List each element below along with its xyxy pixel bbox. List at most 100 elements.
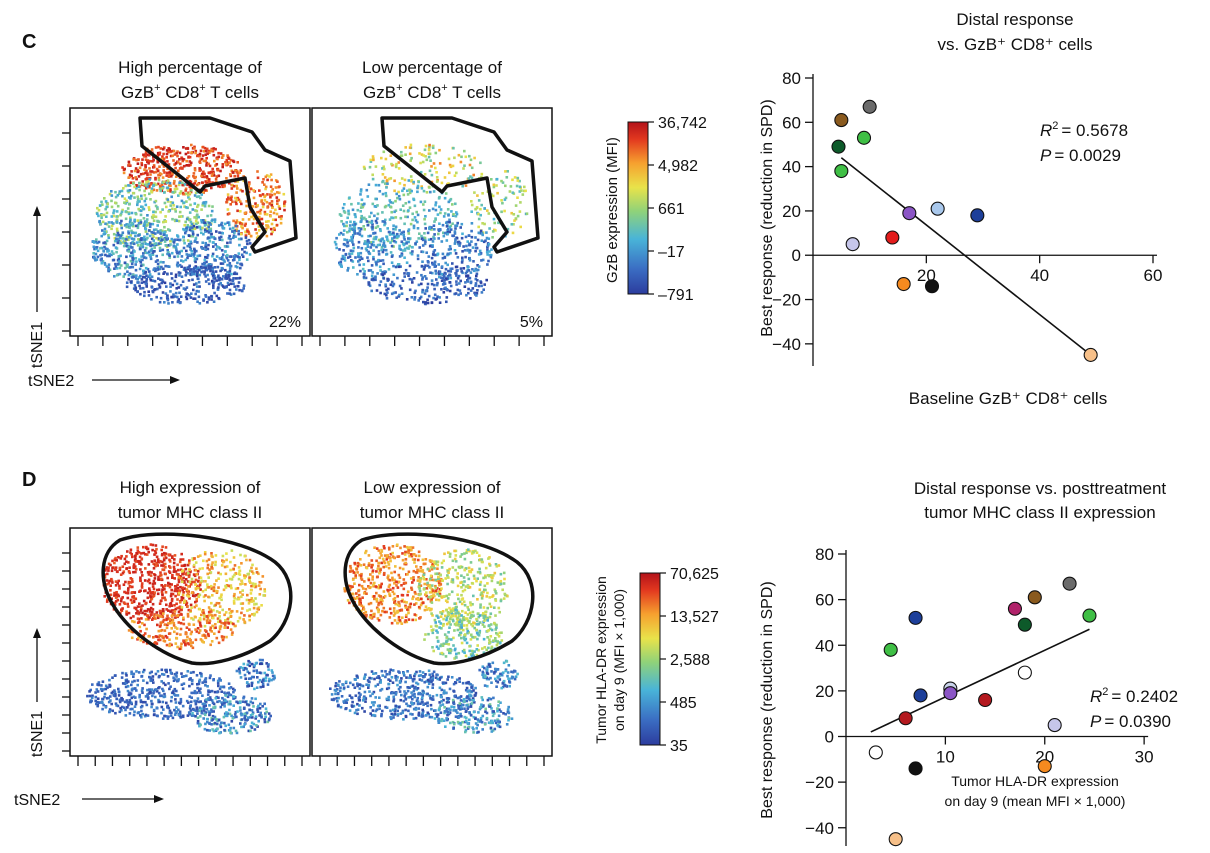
tsne-cell [93, 241, 96, 244]
tsne-cell [144, 158, 148, 161]
tsne-cell [218, 699, 221, 703]
tsne-cell [111, 709, 114, 713]
tsne-cell [125, 223, 128, 226]
tsne-cell [125, 567, 129, 570]
tsne-cell [172, 159, 175, 162]
tsne-cell [220, 564, 224, 567]
tsne-cell [140, 617, 143, 620]
tsne-c-low-title-line1: Low percentage of [362, 58, 502, 77]
tsne-cell [171, 555, 174, 558]
tsne-cell [203, 270, 206, 274]
tsne-cell [212, 589, 216, 593]
tsne-cell [118, 236, 122, 240]
tsne-cell [186, 176, 189, 180]
tsne-cell [197, 268, 201, 272]
tsne-c-high-cells [91, 143, 287, 305]
tsne-cell [392, 231, 395, 235]
tsne-cell [97, 214, 100, 218]
tsne-cell [183, 183, 187, 186]
tsne-cell [237, 667, 241, 671]
tsne-cell [390, 216, 393, 219]
tsne-cell [188, 211, 192, 214]
tsne-cell [156, 207, 159, 211]
tsne-cell [160, 634, 164, 638]
tsne-cell [443, 278, 446, 282]
tsne-cell [131, 260, 135, 263]
tsne-cell [205, 161, 209, 165]
tsne-cell [161, 181, 164, 184]
tsne-cell [176, 295, 179, 299]
tsne-cell [282, 192, 286, 196]
tsne-cell [343, 256, 346, 259]
tsne-cell [477, 253, 481, 256]
tsne-cell [346, 244, 350, 247]
tsne-cell [443, 176, 447, 179]
tsne-cell [378, 243, 382, 247]
tsne-cell [264, 712, 267, 715]
tsne-cell [347, 212, 350, 215]
tsne-cell [114, 702, 118, 705]
tsne-cell [232, 234, 236, 237]
tsne-cell [444, 267, 448, 271]
tsne-cell [188, 623, 191, 626]
tsne-cell [186, 206, 189, 210]
tsne-cell [139, 221, 143, 224]
tsne-cell [351, 240, 354, 244]
tsne-cell [373, 236, 376, 239]
colorbar-tick-label: –17 [658, 244, 685, 261]
tsne-cell [178, 210, 182, 214]
tsne-cell [104, 207, 107, 211]
tsne-cell [283, 202, 286, 206]
tsne-cell [419, 200, 423, 204]
tsne-cell [420, 187, 424, 190]
tsne-cell [412, 224, 416, 228]
tsne-cell [135, 612, 138, 615]
tsne-cell [224, 250, 227, 253]
tsne-cell [341, 206, 345, 210]
tsne-cell [444, 261, 447, 265]
tsne-cell [158, 286, 162, 289]
tsne-cell [124, 184, 127, 188]
tsne-cell [251, 613, 254, 616]
tsne-cell [204, 594, 207, 597]
tsne-cell [110, 194, 114, 197]
tsne-cell [238, 243, 241, 247]
tsne-cell [418, 152, 421, 155]
tsne-cell [217, 586, 220, 589]
tsne-cell [157, 675, 161, 679]
tsne-cell [351, 260, 355, 263]
tsne-cell [392, 614, 396, 617]
tsne-cell [139, 264, 143, 267]
tsne-cell [403, 222, 406, 226]
tsne-cell [134, 212, 138, 216]
tsne-cell [276, 191, 279, 194]
tsne-cell [178, 158, 181, 161]
tsne-cell [136, 195, 139, 199]
tsne-cell [474, 236, 477, 239]
tsne-cell [154, 183, 158, 186]
tsne-cell [145, 220, 148, 224]
tsne-cell [218, 611, 221, 614]
tsne-cell [131, 254, 135, 257]
tsne-cell [148, 167, 151, 170]
tsne-cell [109, 584, 112, 587]
tsne-cell [392, 233, 396, 236]
tsne-cell [122, 171, 126, 175]
tsne-cell [149, 543, 153, 546]
tsne-cell [157, 272, 161, 276]
tsne-cell [116, 704, 120, 708]
tsne-cell [151, 251, 155, 255]
tsne-cell [129, 581, 133, 584]
tsne-cell [247, 602, 251, 605]
tsne-cell [358, 263, 361, 267]
tsne-cell [215, 294, 219, 298]
tsne-cell [269, 173, 273, 176]
tsne-cell [125, 225, 128, 229]
tsne-cell [436, 252, 440, 256]
tsne-cell [159, 147, 163, 150]
tsne-cell [133, 606, 136, 610]
tsne-cell [206, 563, 210, 567]
tsne-cell [187, 253, 190, 257]
tsne-cell [248, 182, 251, 186]
tsne-cell [122, 570, 126, 573]
